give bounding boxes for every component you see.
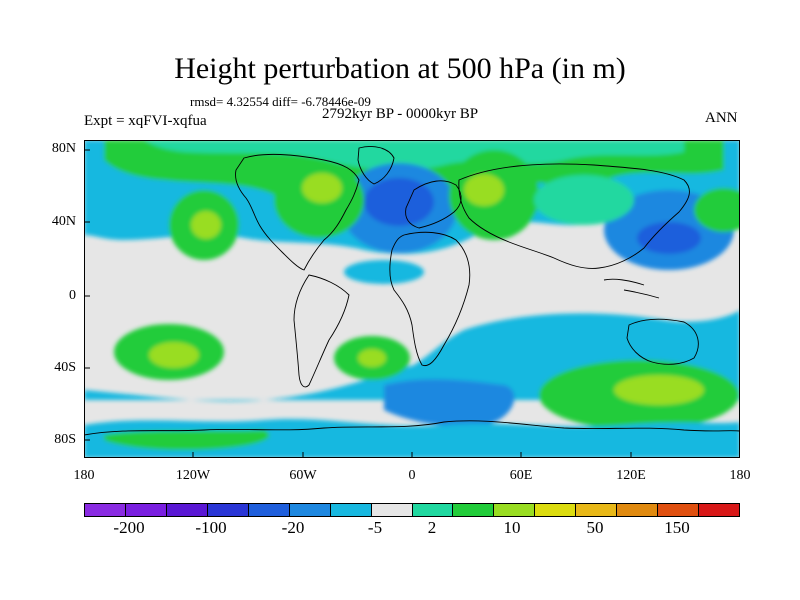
x-label-180w: 180 <box>73 468 95 483</box>
x-label-60w: 60W <box>289 468 317 483</box>
map-panel <box>84 140 740 458</box>
coastlines <box>84 146 740 436</box>
colorbar-label: -100 <box>195 518 227 537</box>
colorbar-swatch <box>370 503 412 517</box>
coast-indonesia <box>603 278 660 299</box>
y-label-40s: 40S <box>54 360 76 375</box>
x-label-0: 0 <box>408 468 416 483</box>
contour-fill-layer <box>84 140 740 458</box>
colorbar-swatch <box>534 503 576 517</box>
colorbar-swatch <box>616 503 658 517</box>
contour-spac-high-inner <box>149 342 199 368</box>
colorbar-label: 10 <box>503 518 521 537</box>
coast-europe <box>405 180 462 229</box>
contour-europe-high-inner <box>464 174 504 206</box>
contour-southern-mid-blue <box>384 379 515 427</box>
season-label: ANN <box>705 110 738 126</box>
y-label-80n: 80N <box>51 141 76 156</box>
colorbar-swatch <box>452 503 494 517</box>
contour-so-high-inner <box>614 375 704 405</box>
coast-asia <box>458 163 690 269</box>
contour-npac-high <box>694 188 740 232</box>
contour-satl-high-inner <box>358 349 386 367</box>
colorbar-swatch <box>329 503 371 517</box>
coast-australia <box>626 318 699 365</box>
experiment-label: Expt = xqFVI-xqfua <box>84 113 207 129</box>
contour-atlantic-low-inner <box>364 178 434 226</box>
x-label-120e: 120E <box>616 468 646 483</box>
y-label-80s: 80S <box>54 432 76 447</box>
colorbar-label: 50 <box>586 518 604 537</box>
colorbar-label: 150 <box>664 518 690 537</box>
colorbar-swatch <box>575 503 617 517</box>
colorbar <box>84 503 740 517</box>
colorbar-swatch <box>247 503 289 517</box>
y-label-0: 0 <box>69 288 76 303</box>
colorbar-swatch <box>206 503 248 517</box>
contour-light-green-arctic <box>144 140 684 171</box>
colorbar-label: 2 <box>427 518 437 537</box>
colorbar-label: -5 <box>367 518 383 537</box>
contour-antarctic-green <box>104 430 270 450</box>
statistics-text: rmsd= 4.32554 diff= -6.78446e-09 <box>190 94 371 109</box>
x-label-60e: 60E <box>509 468 533 483</box>
colorbar-swatch <box>124 503 166 517</box>
colorbar-swatch <box>84 503 125 517</box>
x-label-180e: 180 <box>729 468 751 483</box>
coast-north-america <box>235 153 360 271</box>
axis-ticks <box>84 149 632 458</box>
colorbar-label: -200 <box>113 518 145 537</box>
x-label-120w: 120W <box>175 468 211 483</box>
colorbar-swatch <box>411 503 453 517</box>
coast-antarctica <box>84 420 740 436</box>
coast-greenland <box>357 146 395 185</box>
contour-trop-atlantic <box>344 260 424 284</box>
colorbar-swatch <box>165 503 207 517</box>
y-label-40n: 40N <box>51 214 76 229</box>
colorbar-swatch <box>657 503 699 517</box>
contour-wpac-low-inner <box>637 222 701 254</box>
contour-pacific-high-inner <box>191 211 221 239</box>
coast-south-america <box>293 274 350 388</box>
colorbar-label: -20 <box>281 518 305 537</box>
colorbar-swatch <box>288 503 330 517</box>
contour-na-ridge-inner <box>302 173 342 203</box>
period-label: 2792kyr BP - 0000kyr BP <box>322 106 479 122</box>
colorbar-swatch <box>493 503 535 517</box>
figure-title: Height perturbation at 500 hPa (in m) <box>174 52 626 85</box>
coast-africa <box>389 231 471 367</box>
colorbar-swatch <box>698 503 740 517</box>
contour-asia-band <box>534 175 634 225</box>
